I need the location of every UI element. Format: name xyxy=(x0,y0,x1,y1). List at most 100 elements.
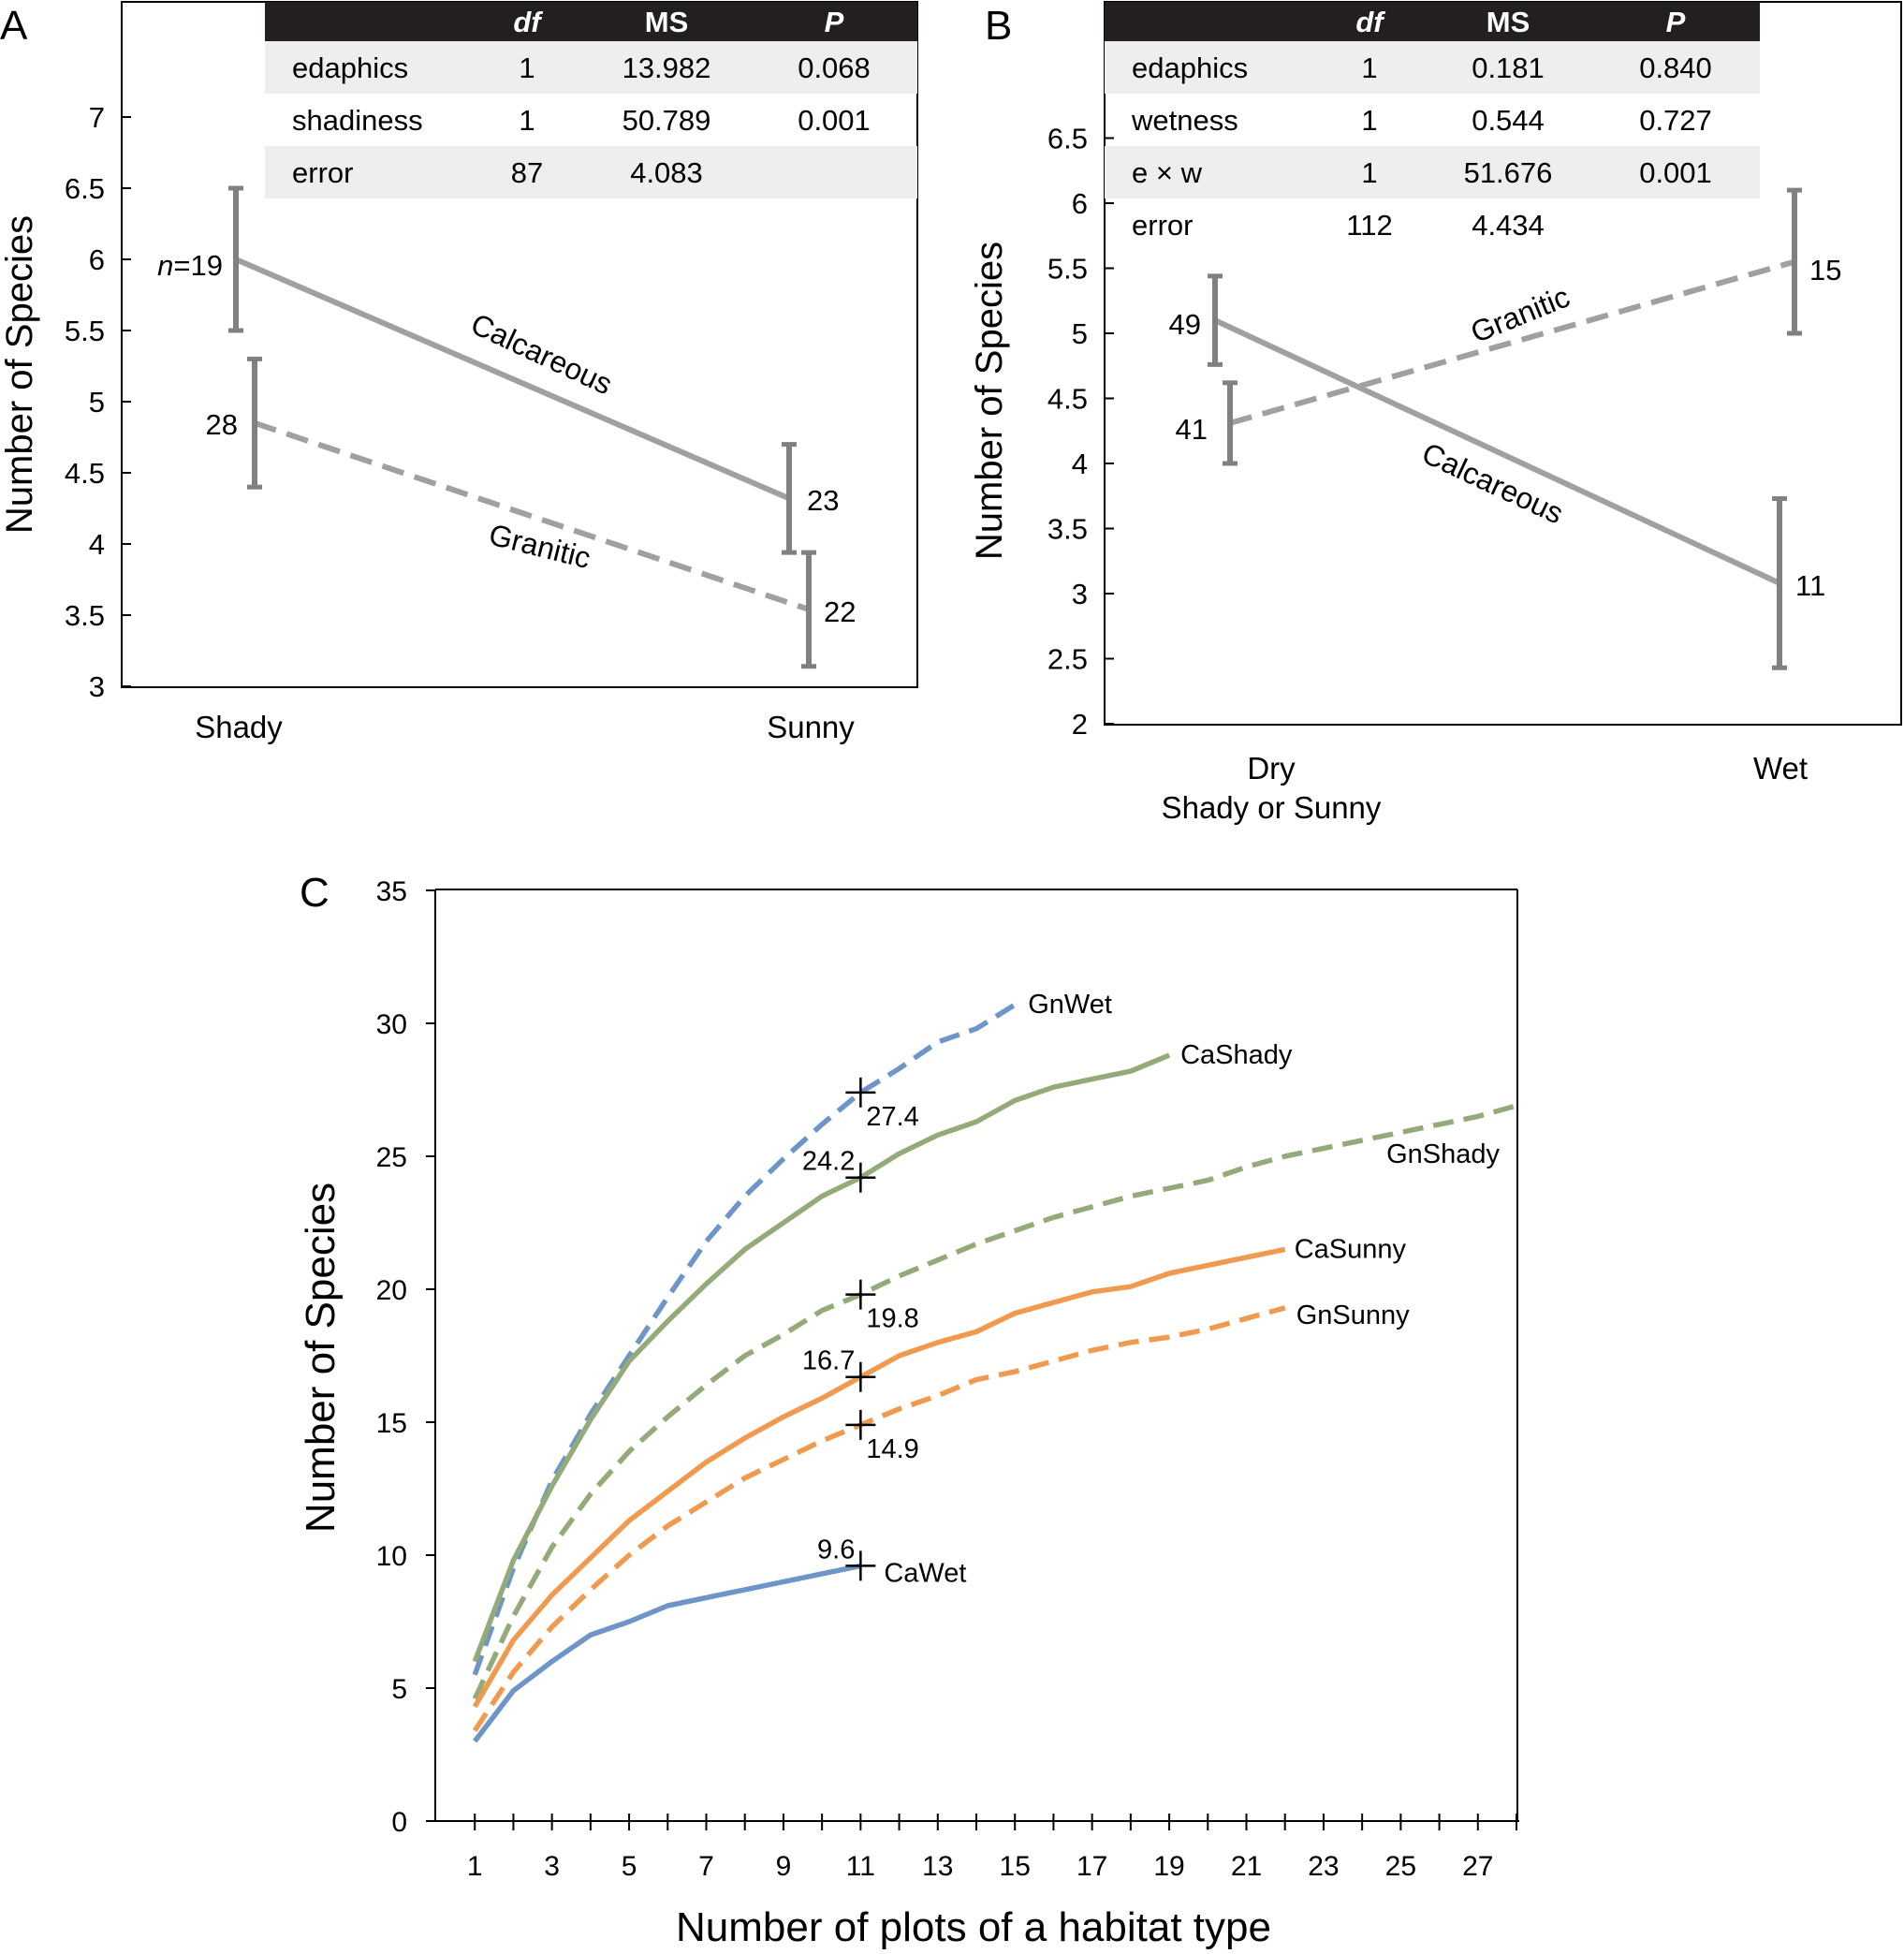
table-cell: 4.434 xyxy=(1472,209,1545,242)
table-header-cell: df xyxy=(1355,6,1385,38)
panel-b-label: B xyxy=(985,3,1012,49)
y-tick-label: 3.5 xyxy=(1047,513,1088,546)
table-cell: 87 xyxy=(511,156,543,189)
table-header-cell: MS xyxy=(645,6,689,38)
series-label-cashady: CaShady xyxy=(1180,1040,1293,1070)
y-tick-label: 4 xyxy=(1072,448,1088,480)
series-line-calcareous xyxy=(234,257,791,502)
table-cell: edaphics xyxy=(1132,51,1248,84)
x-tick-label: 13 xyxy=(922,1851,953,1882)
sample-size-label: 23 xyxy=(807,484,839,517)
table-header-bg xyxy=(1105,2,1760,41)
table-cell: e × w xyxy=(1132,156,1203,189)
y-tick-label: 3 xyxy=(89,670,105,703)
sample-size-label: n=19 xyxy=(157,249,223,282)
table-cell: error xyxy=(292,156,353,189)
marker-value-label: 16.7 xyxy=(802,1346,855,1376)
series-label-granitic: Granitic xyxy=(486,518,594,576)
table-cell: 0.727 xyxy=(1639,104,1712,137)
sample-size-label: 28 xyxy=(206,408,238,441)
y-tick-label: 2 xyxy=(1072,708,1088,741)
table-header-cell: P xyxy=(1666,6,1686,38)
sample-size-label: 41 xyxy=(1176,413,1208,446)
y-tick-label: 3 xyxy=(1072,578,1088,610)
y-tick-label: 4.5 xyxy=(1047,383,1088,416)
y-tick-label: 6 xyxy=(89,243,105,276)
series-label-calcareous: Calcareous xyxy=(466,307,618,402)
panel-a-y-axis: 3 3.5 4 4.5 5 5.5 6 6.5 7 xyxy=(65,101,131,703)
y-tick-label: 15 xyxy=(376,1408,407,1439)
series-label-granitic: Granitic xyxy=(1466,279,1574,349)
x-tick-label: 21 xyxy=(1231,1851,1262,1882)
series-line-cashady xyxy=(472,1052,1171,1663)
series-line-gnwet xyxy=(472,1002,1017,1676)
table-header-cell: P xyxy=(825,6,844,38)
x-tick-label: 3 xyxy=(544,1851,560,1882)
table-cell: shadiness xyxy=(292,104,423,137)
table-cell: edaphics xyxy=(292,51,408,84)
panel-b-x-tick-wet: Wet xyxy=(1753,751,1808,786)
panel-c-y-axis-title: Number of Species xyxy=(298,1183,344,1533)
panel-a-label: A xyxy=(0,3,28,49)
x-tick-label: 23 xyxy=(1308,1851,1339,1882)
marker-value-label: 19.8 xyxy=(866,1304,918,1334)
table-cell: 1 xyxy=(1361,51,1377,84)
y-tick-label: 25 xyxy=(376,1142,407,1173)
panel-c-x-axis-title: Number of plots of a habitat type xyxy=(676,1904,1271,1950)
table-cell: 1 xyxy=(519,104,535,137)
marker-value-label: 24.2 xyxy=(802,1147,855,1177)
series-line-gnshady xyxy=(472,1103,1517,1700)
x-tick-label: 1 xyxy=(467,1851,483,1882)
y-tick-label: 3.5 xyxy=(65,599,105,632)
table-cell: 0.001 xyxy=(1639,156,1712,189)
y-tick-label: 5 xyxy=(1072,317,1088,350)
table-cell: 112 xyxy=(1346,209,1392,242)
y-tick-label: 4.5 xyxy=(65,457,105,490)
panel-a-x-tick-shady: Shady xyxy=(195,710,283,744)
table-cell: 0.181 xyxy=(1472,51,1545,84)
table-cell: 51.676 xyxy=(1464,156,1553,189)
series-line-gnsunny xyxy=(472,1305,1286,1732)
y-tick-label: 6.5 xyxy=(1047,123,1088,155)
y-tick-label: 0 xyxy=(391,1807,407,1838)
table-cell: error xyxy=(1132,209,1193,242)
y-tick-label: 4 xyxy=(89,528,105,561)
y-tick-label: 2.5 xyxy=(1047,643,1088,676)
series-label-gnwet: GnWet xyxy=(1028,990,1112,1020)
series-line-granitic xyxy=(1229,258,1795,426)
table-cell: 4.083 xyxy=(630,156,703,189)
panel-a-x-tick-sunny: Sunny xyxy=(767,710,855,744)
panel-b-x-tick-dry: Dry xyxy=(1247,751,1296,786)
y-tick-label: 10 xyxy=(376,1541,407,1572)
series-line-casunny xyxy=(472,1246,1286,1709)
series-line-calcareous xyxy=(1213,317,1781,586)
sample-size-label: 15 xyxy=(1809,254,1841,286)
table-cell: 0.840 xyxy=(1639,51,1712,84)
table-cell: 1 xyxy=(1361,156,1377,189)
y-tick-label: 5.5 xyxy=(1047,253,1088,286)
y-tick-label: 35 xyxy=(376,876,407,907)
panel-c-plot-area: GnWet CaShady GnShady CaSunny GnSunny CaWet 27… xyxy=(472,990,1517,1743)
table-cell: 13.982 xyxy=(622,51,711,84)
x-tick-label: 11 xyxy=(846,1851,875,1882)
series-label-casunny: CaSunny xyxy=(1295,1234,1407,1264)
y-tick-label: 5 xyxy=(391,1674,407,1705)
x-tick-label: 15 xyxy=(1000,1851,1031,1882)
x-tick-label: 25 xyxy=(1385,1851,1416,1882)
table-row-bg xyxy=(265,146,917,198)
series-label-cawet: CaWet xyxy=(884,1558,966,1588)
series-line-granitic xyxy=(254,419,810,612)
y-tick-label: 7 xyxy=(89,101,105,134)
table-header-cell: df xyxy=(513,6,543,38)
x-tick-label: 27 xyxy=(1462,1851,1493,1882)
y-tick-label: 5 xyxy=(89,386,105,419)
x-tick-label: 17 xyxy=(1076,1851,1107,1882)
table-header-cell: MS xyxy=(1487,6,1531,38)
table-header-bg xyxy=(265,2,917,41)
marker-value-label: 27.4 xyxy=(866,1102,918,1132)
